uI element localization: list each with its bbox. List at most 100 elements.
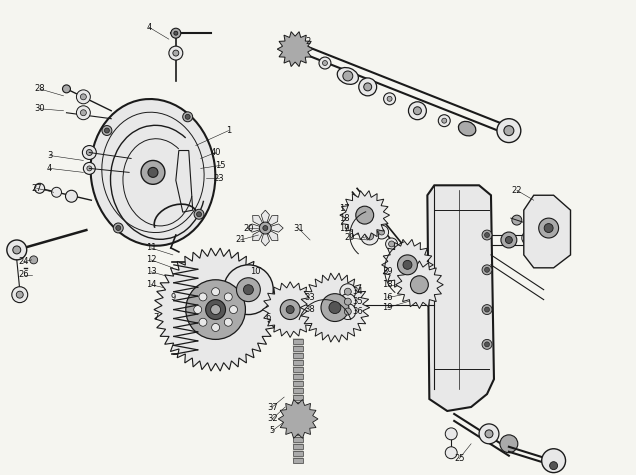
Polygon shape bbox=[252, 215, 265, 228]
Circle shape bbox=[102, 125, 112, 135]
Circle shape bbox=[408, 102, 426, 120]
Polygon shape bbox=[262, 282, 318, 337]
Circle shape bbox=[286, 305, 294, 314]
Circle shape bbox=[497, 119, 521, 142]
Circle shape bbox=[169, 46, 183, 60]
Circle shape bbox=[544, 224, 553, 233]
Circle shape bbox=[199, 318, 207, 326]
Text: 7: 7 bbox=[153, 313, 158, 322]
Circle shape bbox=[183, 112, 193, 122]
Bar bbox=[293, 444, 303, 449]
Circle shape bbox=[263, 226, 268, 230]
Polygon shape bbox=[265, 228, 278, 241]
Circle shape bbox=[211, 304, 221, 314]
Polygon shape bbox=[176, 151, 193, 212]
Polygon shape bbox=[265, 215, 278, 228]
Circle shape bbox=[485, 430, 493, 438]
Circle shape bbox=[7, 240, 27, 260]
Circle shape bbox=[17, 291, 24, 298]
Circle shape bbox=[482, 304, 492, 314]
Circle shape bbox=[87, 166, 92, 171]
Circle shape bbox=[482, 230, 492, 240]
Text: 21: 21 bbox=[235, 236, 245, 245]
Circle shape bbox=[482, 340, 492, 349]
Bar bbox=[293, 353, 303, 358]
Circle shape bbox=[442, 118, 446, 123]
Circle shape bbox=[485, 267, 490, 272]
Circle shape bbox=[321, 294, 349, 322]
Text: 39: 39 bbox=[382, 267, 393, 276]
Circle shape bbox=[62, 85, 71, 93]
Circle shape bbox=[539, 218, 558, 238]
Circle shape bbox=[12, 287, 28, 303]
Circle shape bbox=[230, 305, 237, 314]
Text: 27: 27 bbox=[31, 184, 42, 193]
Circle shape bbox=[113, 223, 123, 233]
Circle shape bbox=[225, 293, 232, 301]
Circle shape bbox=[364, 83, 371, 91]
Circle shape bbox=[104, 128, 109, 133]
Circle shape bbox=[361, 227, 378, 245]
Text: 35: 35 bbox=[352, 297, 363, 306]
Text: 18: 18 bbox=[340, 214, 350, 223]
Circle shape bbox=[52, 187, 62, 197]
Circle shape bbox=[384, 93, 396, 105]
Bar bbox=[293, 423, 303, 428]
Circle shape bbox=[387, 96, 392, 101]
Text: 6: 6 bbox=[266, 313, 271, 322]
Circle shape bbox=[13, 246, 21, 254]
Bar bbox=[293, 451, 303, 456]
Polygon shape bbox=[277, 32, 313, 66]
Circle shape bbox=[340, 284, 356, 300]
Bar bbox=[293, 395, 303, 400]
Circle shape bbox=[76, 106, 90, 120]
Circle shape bbox=[80, 110, 86, 116]
Circle shape bbox=[225, 318, 232, 326]
Circle shape bbox=[205, 300, 226, 320]
Circle shape bbox=[83, 145, 96, 160]
Bar bbox=[293, 416, 303, 421]
Text: 26: 26 bbox=[18, 270, 29, 279]
Circle shape bbox=[141, 161, 165, 184]
Circle shape bbox=[485, 307, 490, 312]
Polygon shape bbox=[340, 190, 390, 239]
Text: 2: 2 bbox=[305, 37, 310, 46]
Text: 37: 37 bbox=[267, 402, 278, 411]
Circle shape bbox=[403, 260, 412, 269]
Circle shape bbox=[501, 232, 517, 248]
Text: 10: 10 bbox=[250, 267, 261, 276]
Circle shape bbox=[116, 226, 121, 230]
Text: 36: 36 bbox=[352, 307, 363, 316]
Text: 29: 29 bbox=[345, 234, 355, 243]
Text: 19: 19 bbox=[340, 224, 350, 233]
Circle shape bbox=[291, 412, 305, 426]
Text: 20: 20 bbox=[243, 224, 254, 233]
Text: 9: 9 bbox=[170, 293, 176, 302]
Text: 40: 40 bbox=[211, 148, 221, 157]
Circle shape bbox=[244, 285, 253, 294]
Circle shape bbox=[550, 462, 558, 470]
Text: 4: 4 bbox=[146, 23, 151, 32]
Text: 34: 34 bbox=[352, 287, 363, 296]
Text: 4: 4 bbox=[47, 164, 52, 173]
Circle shape bbox=[389, 241, 394, 247]
Circle shape bbox=[359, 78, 377, 96]
Circle shape bbox=[378, 229, 385, 235]
Circle shape bbox=[485, 342, 490, 347]
Circle shape bbox=[356, 206, 374, 224]
Circle shape bbox=[445, 447, 457, 459]
Polygon shape bbox=[278, 399, 318, 438]
Circle shape bbox=[30, 256, 38, 264]
Polygon shape bbox=[265, 224, 283, 232]
Bar bbox=[293, 374, 303, 379]
Polygon shape bbox=[154, 248, 277, 371]
Circle shape bbox=[224, 265, 273, 314]
Circle shape bbox=[413, 107, 422, 115]
Bar bbox=[293, 340, 303, 344]
Polygon shape bbox=[300, 273, 370, 342]
Text: 28: 28 bbox=[34, 85, 45, 94]
Circle shape bbox=[288, 42, 302, 56]
Text: 11: 11 bbox=[146, 244, 156, 252]
Bar bbox=[293, 381, 303, 386]
Circle shape bbox=[148, 167, 158, 177]
